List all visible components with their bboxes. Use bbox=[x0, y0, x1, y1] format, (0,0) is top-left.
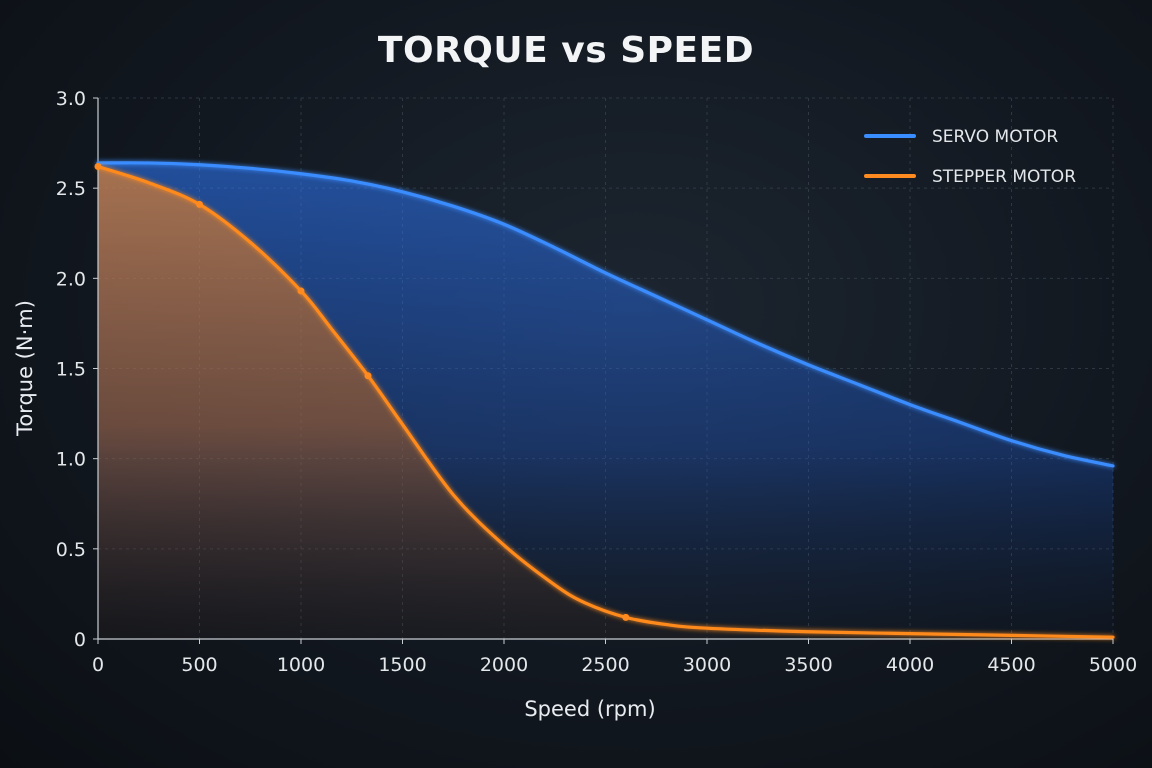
y-tick-1.0: 1.0 bbox=[56, 449, 86, 471]
x-tick-2500: 2500 bbox=[581, 654, 629, 676]
y-tick-labels: 0 0.5 1.0 1.5 2.0 2.5 3.0 bbox=[56, 88, 98, 651]
series-lines bbox=[96, 161, 1115, 639]
y-axis-label: Torque (N·m) bbox=[13, 300, 37, 437]
stepper-motor-point-1 bbox=[196, 200, 203, 208]
y-tick-0.5: 0.5 bbox=[56, 539, 86, 561]
y-tick-1.5: 1.5 bbox=[56, 359, 86, 381]
area-fills bbox=[98, 162, 1113, 639]
x-axis-label: Speed (rpm) bbox=[524, 697, 655, 721]
x-tick-5000: 5000 bbox=[1089, 654, 1137, 676]
x-tick-labels: 0 500 1000 1500 2000 2500 3000 3500 4000 4500 5000 bbox=[92, 639, 1137, 676]
legend: SERVO MOTOR STEPPER MOTOR bbox=[864, 127, 1076, 187]
x-tick-3500: 3500 bbox=[784, 654, 832, 676]
stepper-motor-line bbox=[96, 164, 1115, 639]
stepper-motor-point-3 bbox=[364, 372, 372, 380]
stepper-motor-point-4 bbox=[622, 613, 630, 621]
stepper-motor-area bbox=[98, 166, 1113, 639]
x-tick-500: 500 bbox=[181, 654, 217, 676]
x-tick-4500: 4500 bbox=[987, 654, 1035, 676]
stepper-motor-point-0 bbox=[94, 163, 102, 171]
servo-motor-line bbox=[96, 161, 1115, 468]
legend-label-stepper-motor: STEPPER MOTOR bbox=[932, 167, 1076, 187]
y-tick-2.5: 2.5 bbox=[56, 178, 86, 200]
y-tick-0: 0 bbox=[74, 629, 86, 651]
legend-label-servo-motor: SERVO MOTOR bbox=[932, 127, 1058, 147]
y-tick-3.0: 3.0 bbox=[56, 88, 86, 110]
x-tick-4000: 4000 bbox=[886, 654, 934, 676]
x-tick-3000: 3000 bbox=[683, 654, 731, 676]
x-tick-2000: 2000 bbox=[480, 654, 528, 676]
y-tick-2.0: 2.0 bbox=[56, 268, 86, 290]
x-tick-1500: 1500 bbox=[378, 654, 426, 676]
x-tick-1000: 1000 bbox=[277, 654, 325, 676]
chart-title: TORQUE vs SPEED bbox=[378, 30, 754, 71]
x-tick-0: 0 bbox=[92, 654, 104, 676]
stepper-motor-point-2 bbox=[297, 287, 305, 295]
series-markers bbox=[94, 163, 630, 621]
